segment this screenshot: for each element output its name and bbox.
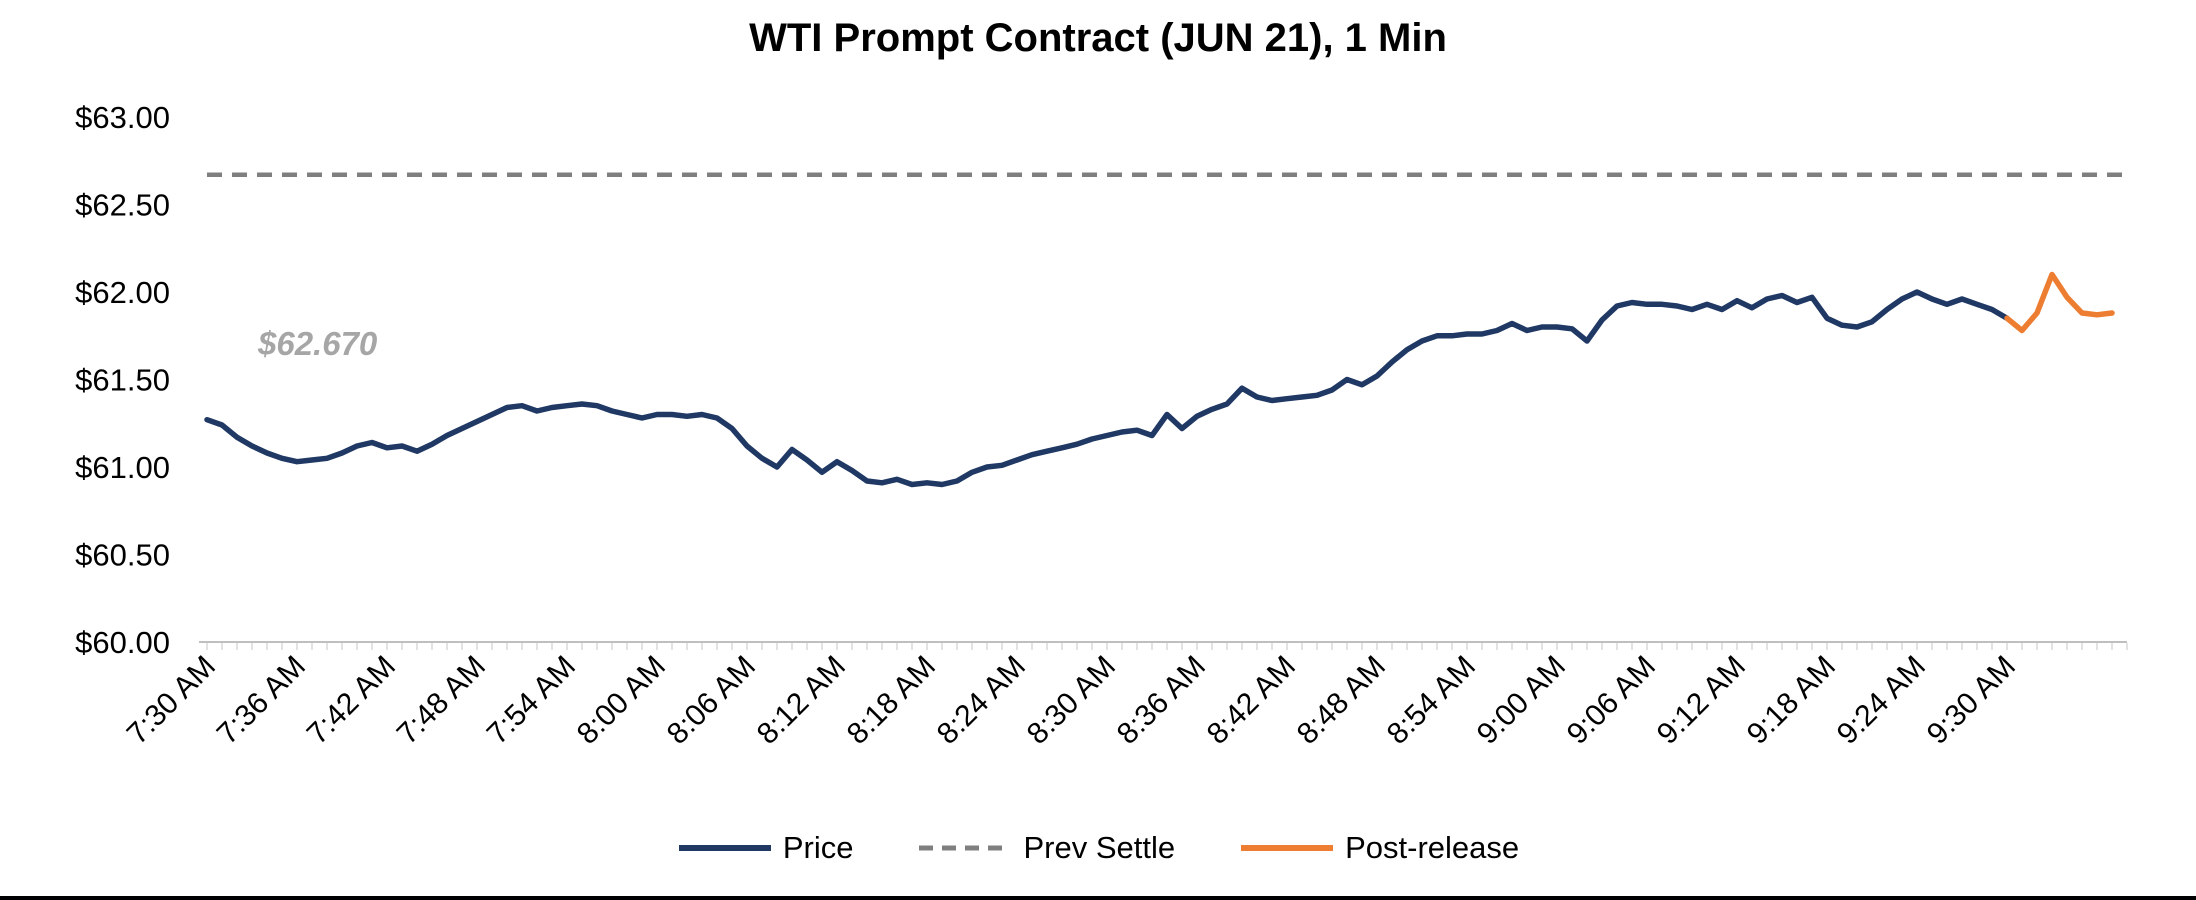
x-axis-label: 9:06 AM [1561,650,1662,751]
y-axis-label: $62.50 [75,188,170,223]
legend: Price Prev Settle Post-release [0,830,2196,866]
prev-settle-annotation: $62.670 [257,325,378,362]
x-axis-label: 8:12 AM [751,650,852,751]
y-axis-label: $60.50 [75,538,170,573]
x-axis-label: 9:12 AM [1651,650,1752,751]
x-axis-label: 9:00 AM [1471,650,1572,751]
legend-label-prev-settle: Prev Settle [1023,830,1176,865]
y-axis-label: $61.50 [75,363,170,398]
x-axis-label: 8:30 AM [1021,650,1122,751]
x-axis-labels: 7:30 AM7:36 AM7:42 AM7:48 AM7:54 AM8:00 … [121,650,2022,751]
legend-label-price: Price [782,830,854,865]
x-axis-label: 7:54 AM [481,650,582,751]
x-axis-label: 8:24 AM [931,650,1032,751]
x-axis-label: 8:36 AM [1111,650,1212,751]
chart-title: WTI Prompt Contract (JUN 21), 1 Min [749,16,1447,60]
post-release-line-icon [1241,845,1334,851]
x-axis-label: 8:00 AM [571,650,672,751]
legend-item-post-release: Post-release [1239,830,1519,866]
bottom-border-rule [0,896,2196,900]
post-release-line [2004,271,2115,334]
legend-item-price: Price [677,830,854,866]
legend-item-prev-settle: Prev Settle [917,830,1175,866]
x-axis-label: 8:42 AM [1201,650,1302,751]
x-axis-label: 8:48 AM [1291,650,1392,751]
x-axis-label: 8:06 AM [661,650,762,751]
x-axis-label: 8:54 AM [1381,650,1482,751]
price-line [204,289,2010,488]
y-axis-labels: $63.00 $62.50 $62.00 $61.50 $61.00 $60.50 $60.… [75,100,170,660]
price-line-icon [678,845,771,851]
y-axis-label: $61.00 [75,450,170,485]
x-axis-label: 9:18 AM [1741,650,1842,751]
prev-settle-dashed-line-icon [919,845,1012,851]
x-axis-label: 9:24 AM [1831,650,1932,751]
legend-label-post-release: Post-release [1345,830,1520,865]
x-axis-label: 7:30 AM [121,650,222,751]
x-axis-label: 7:48 AM [391,650,492,751]
y-axis-label: $60.00 [75,625,170,660]
x-axis-label: 9:30 AM [1921,650,2022,751]
y-axis-label: $63.00 [75,100,170,135]
x-axis-minor-ticks [206,643,2128,650]
plot-area: $63.00 $62.50 $62.00 $61.50 $61.00 $60.50 $60.… [75,100,2128,751]
x-axis-label: 8:18 AM [841,650,942,751]
x-axis-label: 7:36 AM [211,650,312,751]
y-axis-label: $62.00 [75,275,170,310]
x-axis-label: 7:42 AM [301,650,402,751]
